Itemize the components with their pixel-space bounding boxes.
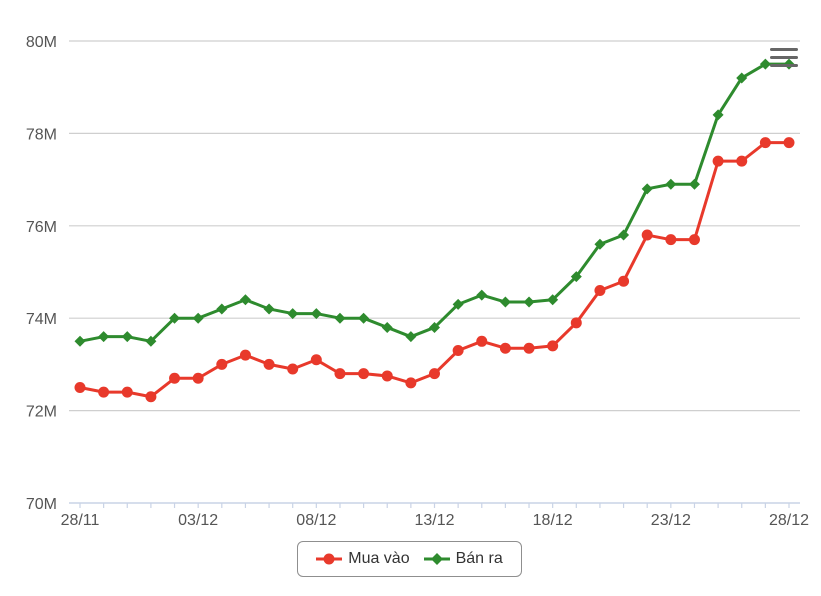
data-point — [310, 308, 322, 320]
data-point — [783, 137, 795, 149]
data-point — [405, 377, 417, 389]
y-tick-label: 74M — [26, 311, 57, 328]
data-point — [523, 296, 535, 308]
data-point — [287, 308, 299, 320]
data-point — [381, 321, 393, 333]
data-point — [405, 331, 417, 343]
hamburger-menu-icon — [770, 48, 798, 51]
data-point — [570, 317, 582, 329]
y-tick-label: 76M — [26, 219, 57, 236]
data-point — [74, 335, 86, 347]
data-point — [641, 183, 653, 195]
x-tick-label: 28/11 — [61, 512, 100, 529]
legend-label: Mua vào — [348, 550, 410, 567]
data-point — [334, 312, 346, 324]
data-point — [216, 358, 228, 370]
series-ban-ra — [74, 58, 795, 347]
data-point — [618, 275, 630, 287]
x-tick-label: 18/12 — [533, 512, 573, 529]
legend-swatch-ban-ra — [423, 553, 450, 565]
data-point — [618, 229, 630, 241]
data-point — [523, 342, 535, 354]
data-point — [121, 386, 133, 398]
y-tick-label: 72M — [26, 404, 57, 421]
data-point — [169, 312, 181, 324]
data-point — [98, 331, 110, 343]
y-tick-label: 70M — [26, 496, 57, 513]
data-point — [263, 303, 275, 315]
data-point — [759, 137, 771, 149]
data-point — [736, 155, 748, 167]
x-tick-label: 08/12 — [296, 512, 336, 529]
series-line — [79, 62, 789, 343]
series-line — [79, 141, 789, 399]
x-tick-label: 23/12 — [651, 512, 691, 529]
legend-label: Bán ra — [455, 550, 503, 567]
data-point — [145, 391, 157, 403]
data-point — [736, 72, 748, 84]
data-point — [547, 340, 559, 352]
grid-lines — [69, 40, 800, 412]
data-point — [381, 370, 393, 382]
data-point — [712, 109, 724, 121]
data-point — [358, 368, 370, 380]
data-point — [641, 229, 653, 241]
data-point — [121, 331, 133, 343]
series-layer — [74, 58, 795, 403]
data-point — [547, 294, 559, 306]
data-point — [476, 335, 488, 347]
data-point — [712, 155, 724, 167]
x-tick-label: 03/12 — [178, 512, 218, 529]
data-point — [192, 372, 204, 384]
data-point — [98, 386, 110, 398]
data-point — [594, 284, 606, 296]
data-point — [216, 303, 228, 315]
data-point — [594, 238, 606, 250]
data-point — [499, 296, 511, 308]
data-point — [145, 335, 157, 347]
data-point — [688, 178, 700, 190]
x-tick-label: 28/12 — [769, 512, 809, 529]
data-point — [239, 349, 251, 361]
x-axis: 28/11 03/12 08/12 13/12 18/12 23/12 28/12 — [61, 502, 809, 529]
legend-swatch-mua-vao — [316, 553, 343, 565]
data-point — [334, 368, 346, 380]
y-axis: 70M 72M 74M 76M 78M 80M — [26, 34, 57, 513]
data-point — [452, 298, 464, 310]
x-tick-label: 13/12 — [414, 512, 454, 529]
data-point — [665, 234, 677, 246]
data-point — [169, 372, 181, 384]
data-point — [74, 382, 86, 393]
chart-menu-button[interactable] — [770, 48, 798, 70]
data-point — [239, 294, 251, 306]
data-point — [429, 368, 440, 380]
chart-legend: Mua vào Bán ra — [297, 541, 522, 577]
data-point — [499, 342, 511, 354]
data-point — [358, 312, 370, 324]
data-point — [476, 289, 488, 301]
data-point — [688, 234, 700, 246]
series-mua-vao — [74, 137, 795, 403]
data-point — [759, 58, 771, 70]
data-point — [429, 321, 440, 333]
data-point — [665, 178, 677, 190]
data-point — [263, 358, 275, 370]
hamburger-menu-icon-line — [770, 64, 798, 67]
legend-item-ban-ra[interactable]: Bán ra — [423, 550, 503, 568]
hamburger-menu-icon-line — [770, 56, 798, 59]
data-point — [310, 354, 322, 366]
y-tick-label: 78M — [26, 126, 57, 143]
data-point — [287, 363, 299, 375]
data-point — [570, 271, 582, 283]
data-point — [192, 312, 204, 324]
legend-item-mua-vao[interactable]: Mua vào — [316, 550, 410, 568]
data-point — [452, 345, 464, 357]
y-tick-label: 80M — [26, 34, 57, 51]
